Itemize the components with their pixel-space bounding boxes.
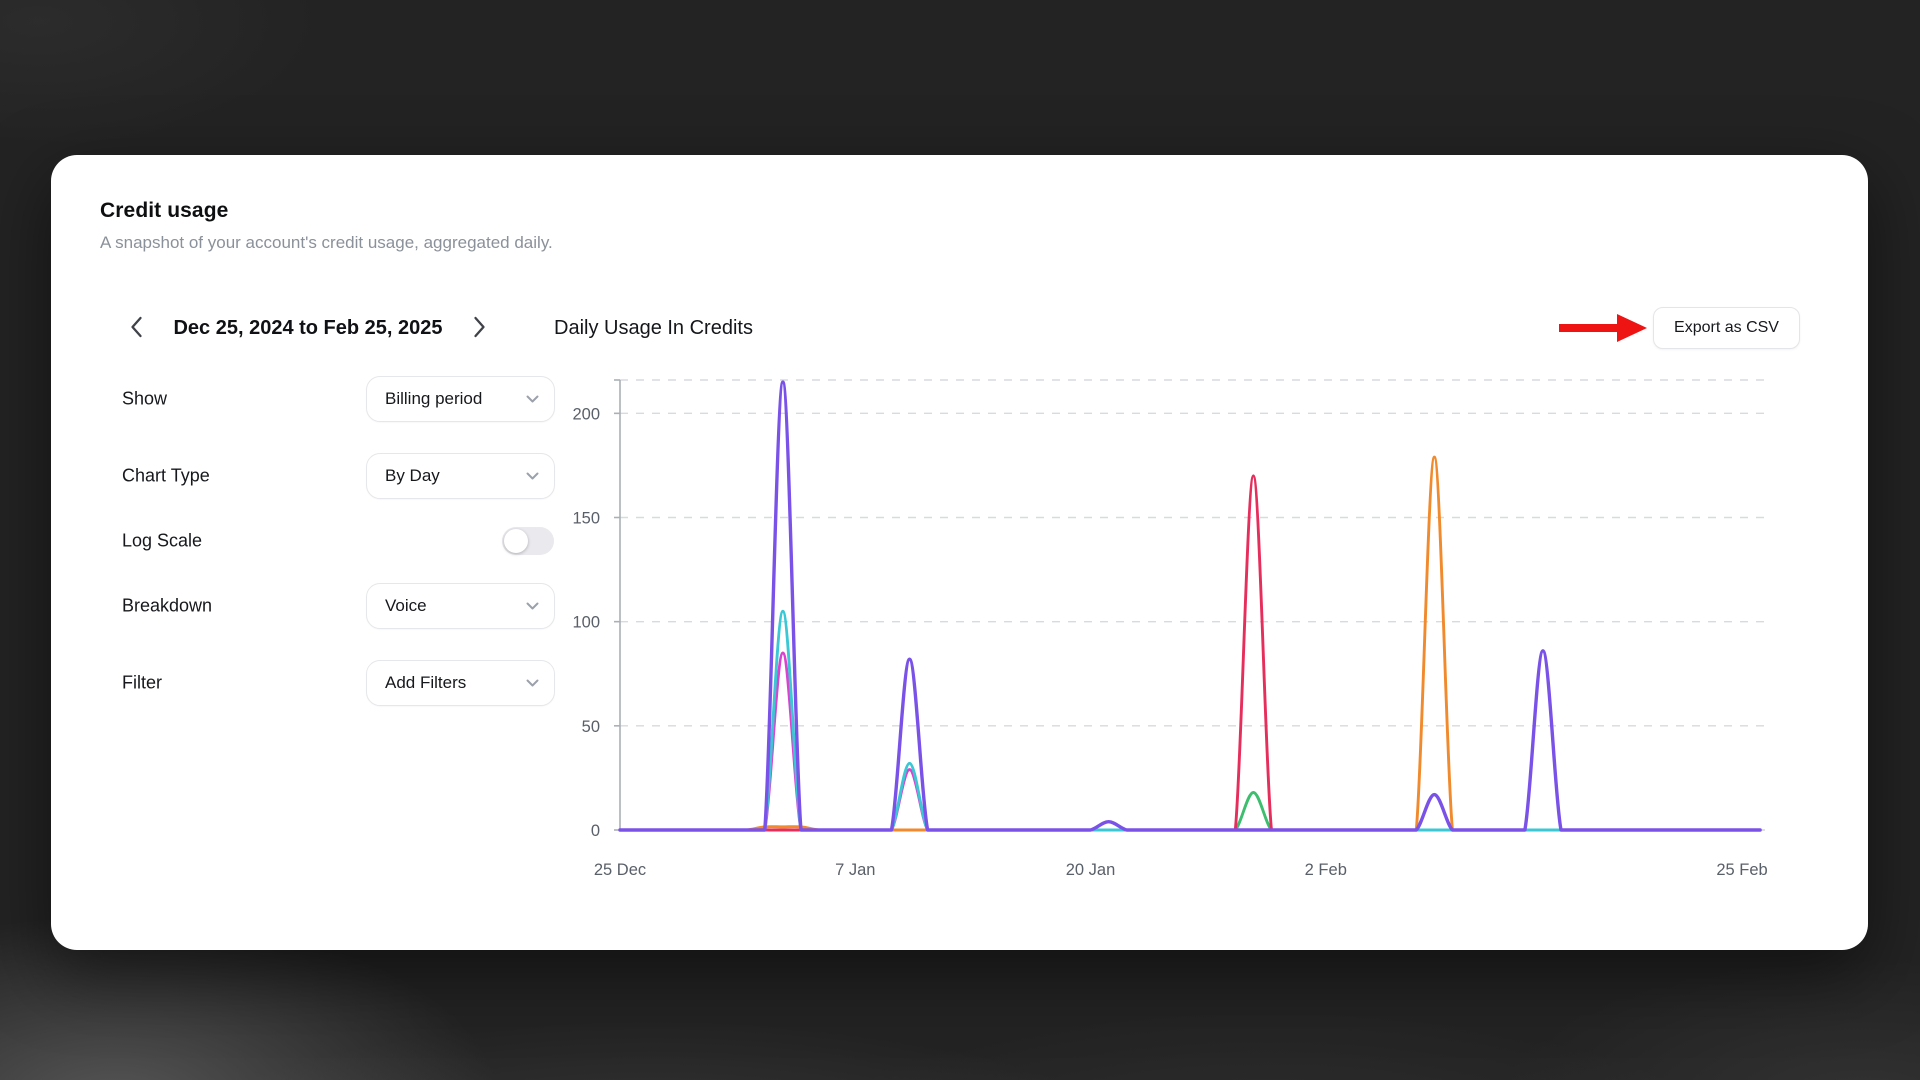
y-tick-label: 0 [591, 822, 600, 840]
chevron-left-icon [130, 316, 143, 341]
log-scale-label: Log Scale [122, 530, 203, 551]
chart-type-select-value: By Day [385, 466, 440, 485]
control-row-filter: Filter Add Filters [100, 660, 555, 706]
y-tick-label: 50 [582, 718, 600, 736]
chart-title: Daily Usage In Credits [554, 316, 753, 339]
prev-period-button[interactable] [119, 307, 153, 349]
chevron-down-icon [526, 597, 539, 615]
page-subtitle: A snapshot of your account's credit usag… [100, 233, 553, 252]
date-range-label: Dec 25, 2024 to Feb 25, 2025 [173, 316, 443, 339]
log-scale-toggle[interactable] [502, 527, 554, 555]
breakdown-select-value: Voice [385, 596, 427, 615]
page-title: Credit usage [100, 199, 229, 222]
red-arrow-annotation-icon [1559, 314, 1647, 342]
control-row-show: Show Billing period [100, 376, 555, 422]
axis-tick-labels: 0 50 100 150 200 25 Dec 7 Jan 20 Jan 2 Feb 25 Feb [572, 405, 1767, 879]
y-tick-label: 100 [572, 614, 600, 632]
series-lines [618, 380, 1762, 832]
show-label: Show [122, 388, 168, 409]
show-select[interactable]: Billing period [366, 376, 555, 422]
x-tick-label: 25 Feb [1716, 861, 1767, 879]
usage-line-chart: 0 50 100 150 200 25 Dec 7 Jan 20 Jan 2 Feb 25 Feb [572, 379, 1768, 879]
export-csv-button[interactable]: Export as CSV [1653, 307, 1800, 349]
chevron-down-icon [526, 467, 539, 485]
chevron-down-icon [526, 390, 539, 408]
y-tick-label: 150 [572, 510, 600, 528]
breakdown-select[interactable]: Voice [366, 583, 555, 629]
chart-type-label: Chart Type [122, 465, 210, 486]
show-select-value: Billing period [385, 389, 483, 408]
x-tick-label: 7 Jan [835, 861, 875, 879]
chevron-right-icon [473, 316, 486, 341]
next-period-button[interactable] [462, 307, 496, 349]
series-green-line [618, 791, 1762, 832]
x-tick-label: 2 Feb [1305, 861, 1347, 879]
filter-select-value: Add Filters [385, 673, 467, 692]
filter-select[interactable]: Add Filters [366, 660, 555, 706]
chevron-down-icon [526, 674, 539, 692]
filter-label: Filter [122, 672, 162, 693]
control-row-chart-type: Chart Type By Day [100, 453, 555, 499]
control-row-breakdown: Breakdown Voice [100, 583, 555, 629]
series-purple-line [618, 380, 1762, 832]
credit-usage-card: Credit usage A snapshot of your account'… [51, 155, 1868, 950]
y-tick-label: 200 [572, 405, 600, 423]
toggle-knob [504, 529, 528, 553]
toolbar: Dec 25, 2024 to Feb 25, 2025 Daily Usage… [51, 307, 1868, 349]
x-tick-label: 20 Jan [1066, 861, 1116, 879]
control-row-log-scale: Log Scale [100, 518, 554, 564]
breakdown-label: Breakdown [122, 595, 213, 616]
x-tick-label: 25 Dec [594, 861, 646, 879]
chart-type-select[interactable]: By Day [366, 453, 555, 499]
